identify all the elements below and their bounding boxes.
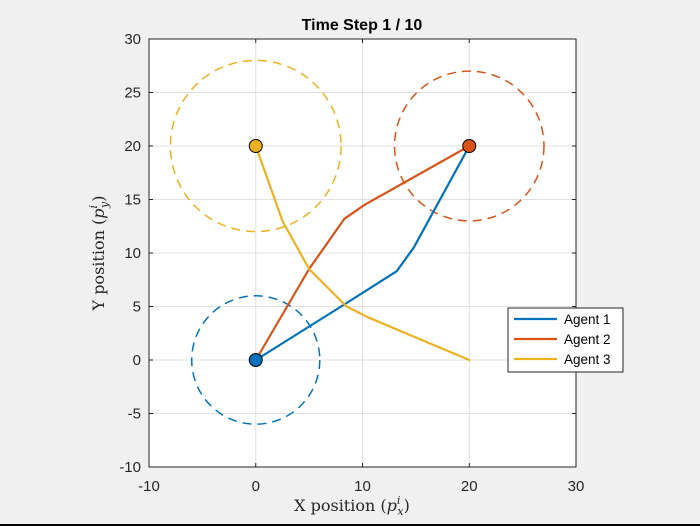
legend-label: Agent 2 [564, 332, 611, 347]
y-tick-label: 5 [133, 299, 141, 316]
x-tick-label: 30 [568, 478, 585, 495]
y-axis-label-prefix: Y position ( [89, 219, 108, 312]
y-tick-label: 15 [124, 192, 141, 209]
y-tick-label: 0 [133, 352, 141, 369]
legend-label: Agent 3 [564, 352, 611, 367]
chart-title: Time Step 1 / 10 [302, 17, 423, 34]
y-tick-label: 30 [124, 31, 141, 48]
x-axis-label-symbol: p [387, 496, 397, 515]
y-axis-label-sup: i [87, 205, 100, 209]
safety-radius-circle [190, 295, 321, 425]
legend: Agent 1 Agent 2 Agent 3 [507, 307, 624, 373]
x-axis-label-suffix: ) [404, 496, 410, 515]
series-line [254, 144, 471, 362]
y-axis-label: Y position (piy) [87, 196, 111, 312]
y-tick-label: 20 [124, 138, 141, 155]
agent-marker [248, 139, 263, 153]
y-tick-label: -5 [128, 406, 141, 423]
x-tick-label: -10 [138, 478, 160, 495]
series-line [254, 144, 471, 362]
safety-radius-circle [169, 59, 342, 233]
y-tick-label: 10 [124, 245, 141, 262]
x-axis-label-sub: x [397, 505, 404, 518]
y-axis-label-suffix: ) [89, 196, 108, 202]
agent-marker [462, 139, 477, 153]
x-axis-label-prefix: X position ( [294, 496, 387, 515]
series-line [254, 144, 471, 362]
safety-radius-circle [393, 70, 545, 222]
y-axis-label-symbol: p [89, 209, 108, 219]
y-tick-label: -10 [119, 459, 141, 476]
x-axis-label: X position (pi x) [294, 494, 410, 518]
y-axis-label-sub: y [98, 201, 111, 209]
agent-marker [248, 353, 263, 367]
x-tick-label: 20 [461, 478, 478, 495]
window-bottom-edge [0, 524, 700, 526]
x-axis-label-sup: i [397, 494, 401, 507]
y-tick-label: 25 [124, 85, 141, 102]
axis-ticks: -10 0 10 20 30 -10 -5 0 5 10 15 20 25 30 [119, 31, 584, 495]
plot-content [169, 59, 545, 425]
x-tick-label: 0 [252, 478, 260, 495]
legend-label: Agent 1 [564, 312, 611, 327]
x-tick-label: 10 [354, 478, 371, 495]
